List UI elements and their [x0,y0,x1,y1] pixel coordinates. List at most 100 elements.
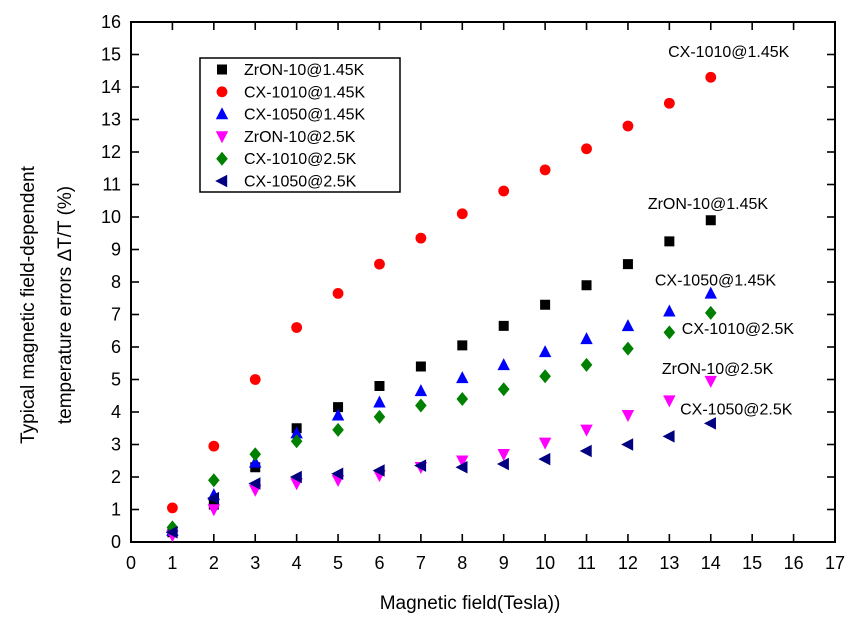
series-label: CX-1050@2.5K [680,402,793,419]
y-tick-label: 3 [111,435,121,455]
data-point [374,381,385,391]
data-point [372,464,385,477]
y-tick-label: 12 [101,142,121,162]
x-tick-label: 1 [167,553,177,573]
data-point [332,422,344,437]
x-tick-label: 5 [333,553,343,573]
data-point [456,371,469,384]
data-point [249,455,262,468]
data-point [663,97,675,109]
data-point [663,395,676,408]
y-tick-label: 14 [101,77,121,97]
x-axis-title: Magnetic field(Tesla)) [380,593,561,614]
axis-ticks: 0 1 2 3 4 5 6 7 8 9 10 11 12 13 14 15 16 1701234567891011… [101,12,845,573]
x-tick-label: 2 [209,553,219,573]
data-point [621,438,634,451]
series-CX-1010@2.5K [166,305,717,535]
legend-marker-diamond [216,151,228,166]
legend-box [199,57,401,193]
data-point [457,340,468,351]
legend-label: ZrON-10@2.5K [244,129,356,146]
x-tick-label: 8 [457,553,467,573]
data-point [415,232,427,244]
x-tick-label: 13 [659,553,679,573]
data-point [498,320,509,331]
data-point [663,325,676,340]
legend-rows: ZrON-10@1.45K CX-1010@1.45K CX-1050@1.45K Z… [215,62,366,191]
data-point [456,455,469,468]
data-point [331,467,344,480]
data-point [539,369,551,384]
data-point [414,384,428,397]
data-point [580,332,593,345]
data-point [662,430,675,443]
data-point [290,426,303,439]
series-label: CX-1010@2.5K [682,321,795,338]
series-label: ZrON-10@1.45K [648,196,769,213]
data-point [664,236,675,247]
series-ZrON-10@2.5K [166,375,717,543]
data-point [373,409,386,424]
legend-marker-triangle-left [215,174,228,188]
y-tick-label: 6 [111,337,121,357]
y-tick-label: 1 [111,500,121,520]
data-point [374,258,385,270]
data-point [291,322,303,333]
data-point [332,287,344,299]
data-point [207,491,220,505]
data-point [248,477,261,490]
data-point [622,120,634,132]
legend-label: ZrON-10@1.45K [244,62,365,79]
series-label: ZrON-10@2.5K [662,361,774,378]
data-point [621,410,635,423]
data-point [539,164,551,176]
series-annotations: CX-1010@1.45K ZrON-10@1.45K CX-1050@1.45K C… [648,44,795,419]
data-point [580,357,593,372]
legend-label: CX-1010@2.5K [244,151,357,168]
x-tick-label: 17 [825,553,845,573]
data-point [705,71,717,83]
data-point [333,402,344,413]
data-point [498,185,510,197]
data-point [415,361,426,372]
legend-marker-circle [216,86,228,98]
y-tick-label: 8 [111,272,121,292]
data-point [208,473,220,488]
data-point [581,280,592,291]
y-tick-label: 10 [101,207,121,227]
y-axis-title-line2: temperature errors ΔT/T (%) [55,186,76,424]
series-CX-1050@2.5K [165,417,716,539]
legend: ZrON-10@1.45K CX-1010@1.45K CX-1050@1.45K Z… [199,57,401,193]
legend-label: CX-1050@1.45K [244,107,366,124]
data-point [290,434,303,449]
data-point [497,382,510,397]
x-tick-label: 10 [535,553,555,573]
y-tick-label: 9 [111,240,121,260]
y-tick-label: 4 [111,402,121,422]
y-tick-label: 2 [111,467,121,487]
legend-marker-triangle-up [215,107,229,120]
series-CX-1010@1.45K [167,71,717,514]
data-point [208,440,220,452]
data-point [538,437,552,450]
data-point [538,452,551,466]
x-tick-label: 6 [374,553,384,573]
data-point [580,424,593,437]
data-point [249,447,262,462]
series-label: CX-1010@1.45K [668,44,790,61]
series-label: CX-1050@1.45K [655,273,777,290]
legend-label: CX-1010@1.45K [244,84,366,101]
data-point [581,143,592,155]
y-tick-label: 0 [111,532,121,552]
series-CX-1050@1.45K [166,286,717,536]
data-point [704,286,717,299]
data-point [705,215,716,226]
data-point [165,526,178,539]
data-points [165,71,717,543]
data-point [622,341,634,356]
y-tick-label: 7 [111,305,121,325]
x-tick-label: 15 [742,553,762,573]
x-tick-label: 7 [416,553,426,573]
